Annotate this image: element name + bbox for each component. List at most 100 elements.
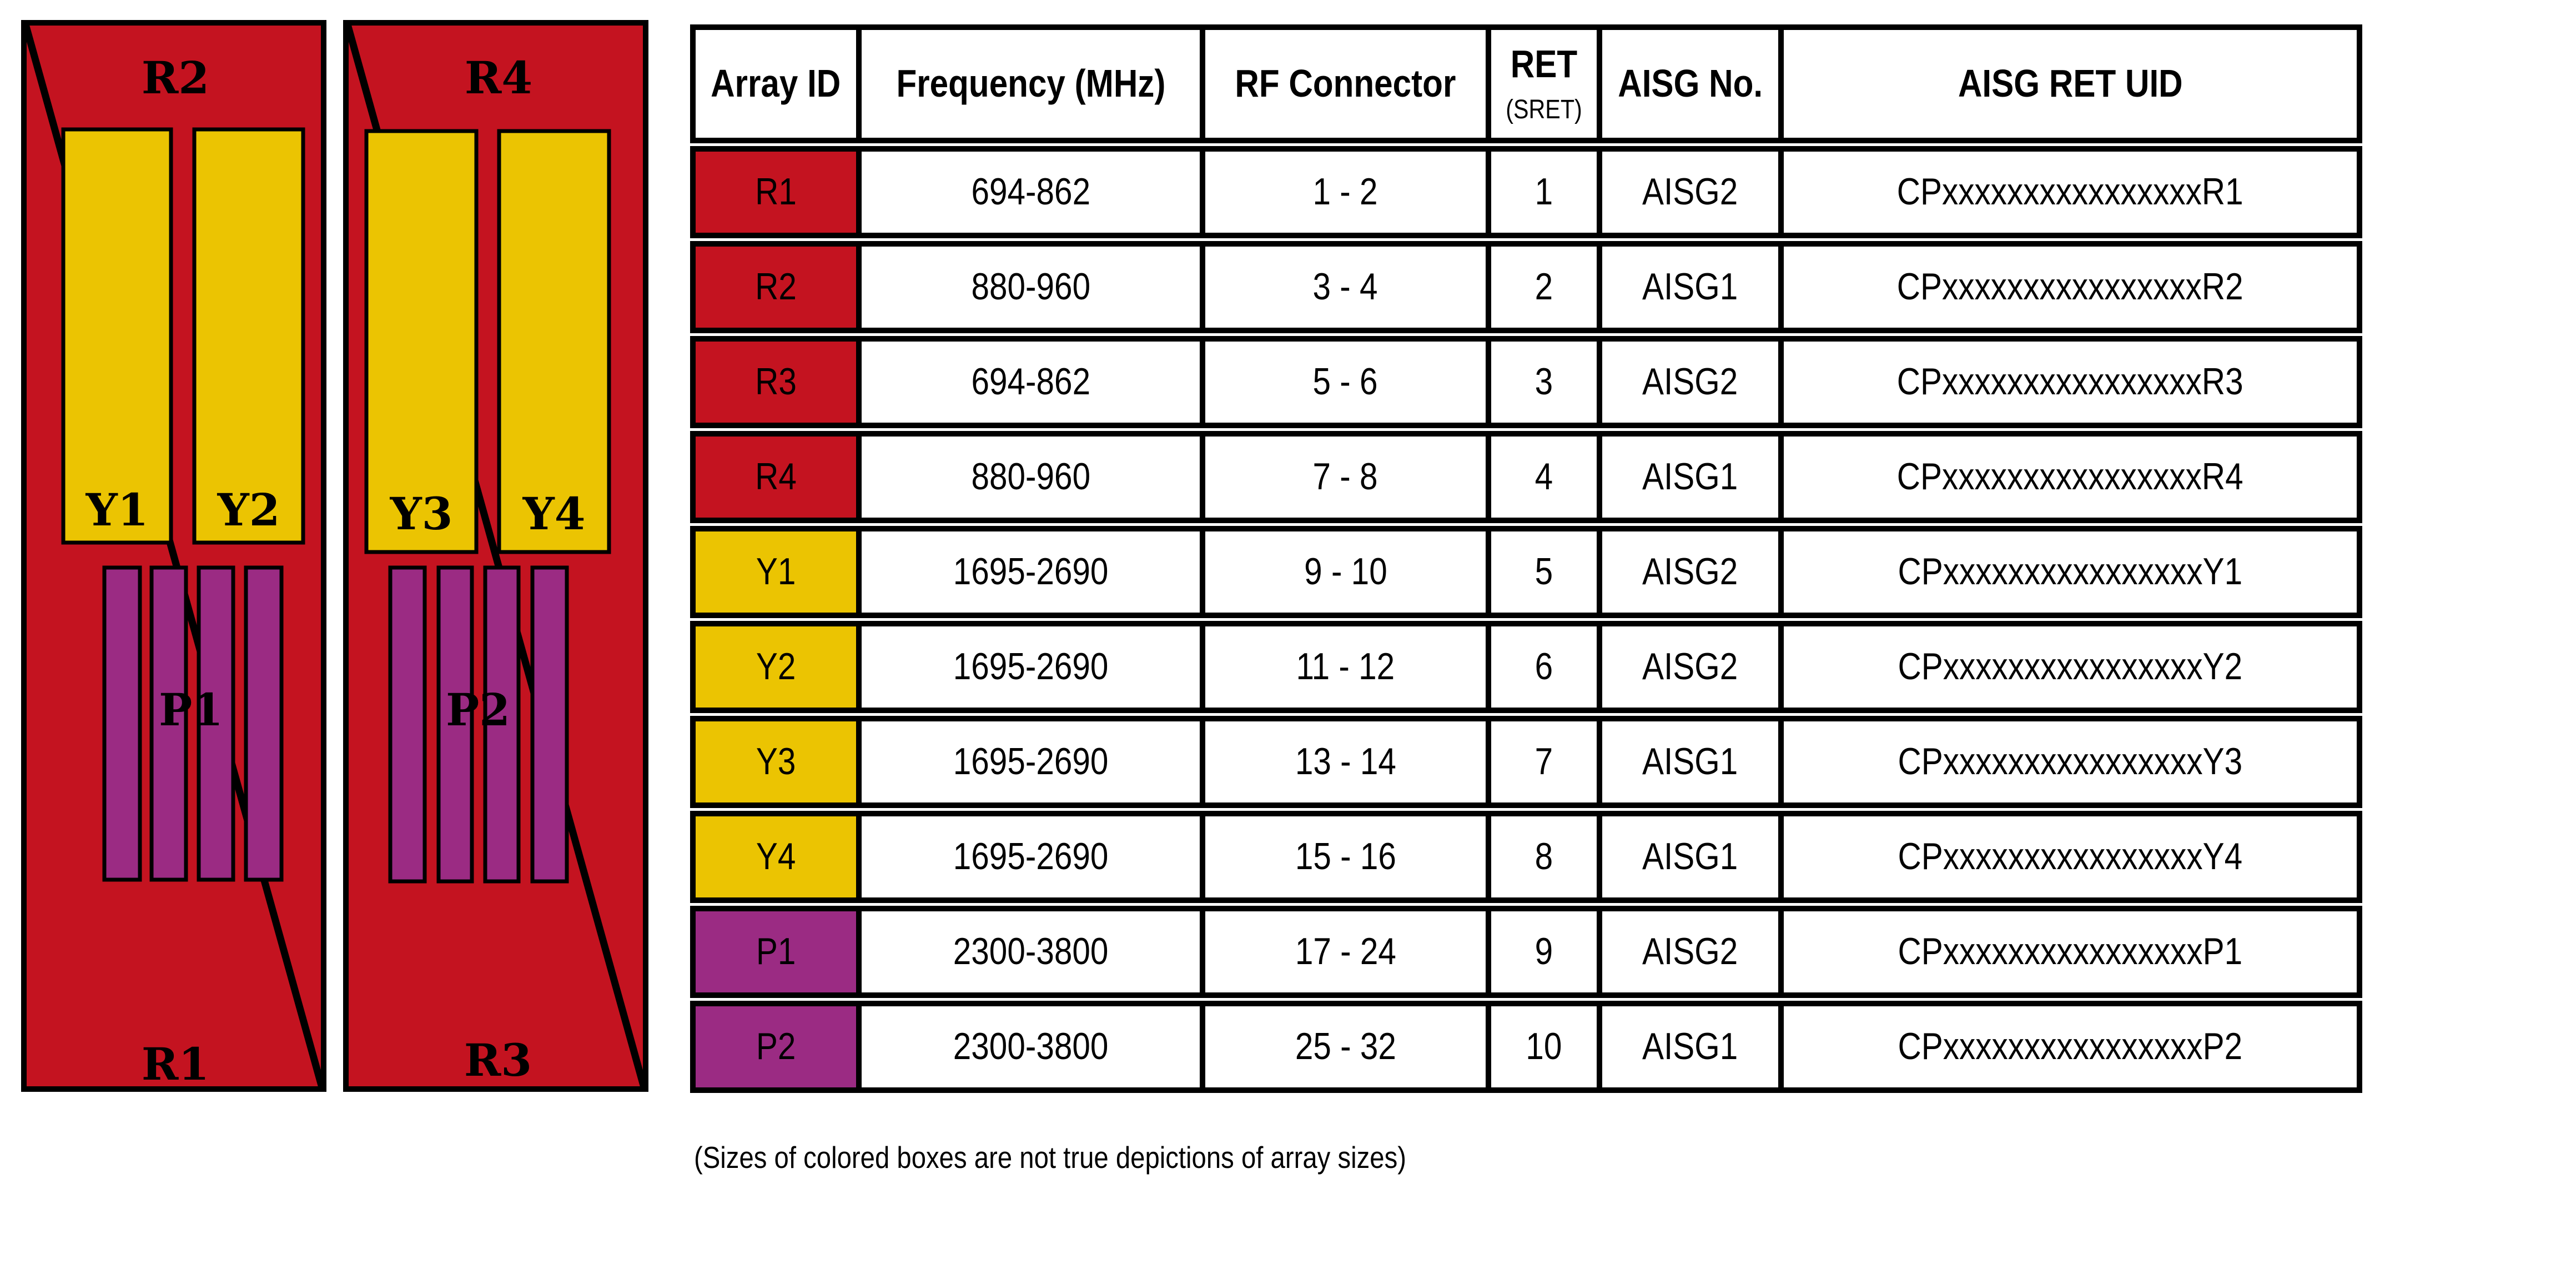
antenna-panel-left: R2 Y1 Y2 P1 R1 [21, 20, 326, 1092]
aisg-no-cell: AISG1 [1602, 816, 1784, 897]
ret-cell: 9 [1491, 911, 1602, 992]
footnote: (Sizes of colored boxes are not true dep… [694, 1140, 1406, 1175]
purple-array-bar [244, 565, 284, 882]
frequency-cell: 1695-2690 [862, 626, 1205, 708]
frequency-cell: 880-960 [862, 437, 1205, 518]
aisg-no-cell: AISG1 [1602, 247, 1784, 328]
panel-label-bottom: R1 [142, 1038, 209, 1090]
frequency-cell: 694-862 [862, 342, 1205, 423]
rf-connector-cell: 5 - 6 [1205, 342, 1491, 423]
header-aisg-ret-uid: AISG RET UID [1958, 62, 2183, 106]
rf-connector-cell: 9 - 10 [1205, 531, 1491, 613]
yellow-box-label: Y1 [85, 484, 149, 536]
ret-cell: 2 [1491, 247, 1602, 328]
purple-array-label: P1 [159, 684, 223, 736]
header-array-id: Array ID [696, 30, 862, 138]
purple-array-bar [436, 565, 474, 884]
rf-connector-cell: 17 - 24 [1205, 911, 1491, 992]
rf-connector-cell: 1 - 2 [1205, 152, 1491, 233]
frequency-cell: 1695-2690 [862, 721, 1205, 802]
ret-cell: 7 [1491, 721, 1602, 802]
array-id-cell: Y3 [696, 721, 862, 802]
table-row: P1 2300-3800 17 - 24 9 AISG2 CPxxxxxxxxx… [690, 906, 2362, 998]
header-rf-connector: RF Connector [1205, 30, 1491, 138]
purple-array-label: P2 [446, 684, 510, 736]
yellow-box-label: Y2 [217, 484, 280, 536]
frequency-cell: 694-862 [862, 152, 1205, 233]
purple-array-bar [102, 565, 142, 882]
rf-connector-cell: 7 - 8 [1205, 437, 1491, 518]
purple-array-bar [483, 565, 521, 884]
ret-cell: 1 [1491, 152, 1602, 233]
panel-label-top: R4 [465, 52, 532, 104]
aisg-ret-uid-cell: CPxxxxxxxxxxxxxxxxR4 [1897, 455, 2243, 498]
array-id-cell: R2 [696, 247, 862, 328]
purple-array-bar [530, 565, 569, 884]
table-row: Y1 1695-2690 9 - 10 5 AISG2 CPxxxxxxxxxx… [690, 526, 2362, 618]
aisg-ret-uid-cell: CPxxxxxxxxxxxxxxxxY2 [1898, 645, 2243, 688]
yellow-array-box-y2 [192, 127, 305, 545]
aisg-no-cell: AISG1 [1602, 437, 1784, 518]
rf-connector-cell: 3 - 4 [1205, 247, 1491, 328]
table-row: Y2 1695-2690 11 - 12 6 AISG2 CPxxxxxxxxx… [690, 621, 2362, 713]
array-id-cell: Y1 [696, 531, 862, 613]
frequency-cell: 2300-3800 [862, 1006, 1205, 1087]
aisg-ret-uid-cell: CPxxxxxxxxxxxxxxxxY1 [1898, 550, 2243, 593]
aisg-ret-uid-cell: CPxxxxxxxxxxxxxxxxR2 [1897, 265, 2243, 308]
table-row: R1 694-862 1 - 2 1 AISG2 CPxxxxxxxxxxxxx… [690, 146, 2362, 238]
header-aisg-no: AISG No. [1602, 30, 1784, 138]
ret-cell: 5 [1491, 531, 1602, 613]
panel-label-top: R2 [142, 52, 209, 104]
ret-cell: 3 [1491, 342, 1602, 423]
yellow-array-box-y4 [497, 129, 611, 554]
array-id-cell: Y2 [696, 626, 862, 708]
aisg-no-cell: AISG1 [1602, 721, 1784, 802]
header-ret-sub: (SRET) [1506, 94, 1582, 124]
yellow-array-box-y1 [61, 127, 173, 545]
aisg-no-cell: AISG2 [1602, 531, 1784, 613]
aisg-ret-uid-cell: CPxxxxxxxxxxxxxxxxY3 [1898, 740, 2243, 783]
table-row: R4 880-960 7 - 8 4 AISG1 CPxxxxxxxxxxxxx… [690, 431, 2362, 523]
aisg-ret-uid-cell: CPxxxxxxxxxxxxxxxxY4 [1898, 835, 2243, 878]
array-id-cell: R3 [696, 342, 862, 423]
purple-array-bar [197, 565, 235, 882]
table-row: R2 880-960 3 - 4 2 AISG1 CPxxxxxxxxxxxxx… [690, 241, 2362, 333]
ret-cell: 8 [1491, 816, 1602, 897]
array-spec-table: Array ID Frequency (MHz) RF Connector RE… [690, 24, 2362, 1093]
table-row: Y4 1695-2690 15 - 16 8 AISG1 CPxxxxxxxxx… [690, 811, 2362, 903]
header-ret: RET (SRET) [1491, 30, 1602, 138]
antenna-panel-right: R4 Y3 Y4 P2 R3 [343, 20, 648, 1092]
aisg-no-cell: AISG2 [1602, 342, 1784, 423]
frequency-cell: 880-960 [862, 247, 1205, 328]
table-header-row: Array ID Frequency (MHz) RF Connector RE… [690, 24, 2362, 143]
panel-label-bottom: R3 [464, 1034, 532, 1086]
yellow-box-label: Y4 [522, 488, 586, 540]
table-row: R3 694-862 5 - 6 3 AISG2 CPxxxxxxxxxxxxx… [690, 336, 2362, 428]
rf-connector-cell: 15 - 16 [1205, 816, 1491, 897]
purple-array-bar [149, 565, 188, 882]
rf-connector-cell: 11 - 12 [1205, 626, 1491, 708]
ret-cell: 10 [1491, 1006, 1602, 1087]
ret-cell: 4 [1491, 437, 1602, 518]
aisg-ret-uid-cell: CPxxxxxxxxxxxxxxxxP1 [1898, 930, 2243, 973]
yellow-box-label: Y3 [390, 488, 453, 540]
aisg-no-cell: AISG2 [1602, 911, 1784, 992]
table-row: Y3 1695-2690 13 - 14 7 AISG1 CPxxxxxxxxx… [690, 716, 2362, 808]
header-frequency: Frequency (MHz) [862, 30, 1205, 138]
array-id-cell: P1 [696, 911, 862, 992]
frequency-cell: 1695-2690 [862, 531, 1205, 613]
aisg-no-cell: AISG2 [1602, 626, 1784, 708]
purple-array-bar [388, 565, 427, 884]
aisg-no-cell: AISG2 [1602, 152, 1784, 233]
array-id-cell: R1 [696, 152, 862, 233]
ret-cell: 6 [1491, 626, 1602, 708]
rf-connector-cell: 13 - 14 [1205, 721, 1491, 802]
array-id-cell: R4 [696, 437, 862, 518]
frequency-cell: 1695-2690 [862, 816, 1205, 897]
array-id-cell: P2 [696, 1006, 862, 1087]
aisg-ret-uid-cell: CPxxxxxxxxxxxxxxxxR1 [1897, 170, 2243, 213]
rf-connector-cell: 25 - 32 [1205, 1006, 1491, 1087]
aisg-ret-uid-cell: CPxxxxxxxxxxxxxxxxR3 [1897, 360, 2243, 403]
frequency-cell: 2300-3800 [862, 911, 1205, 992]
